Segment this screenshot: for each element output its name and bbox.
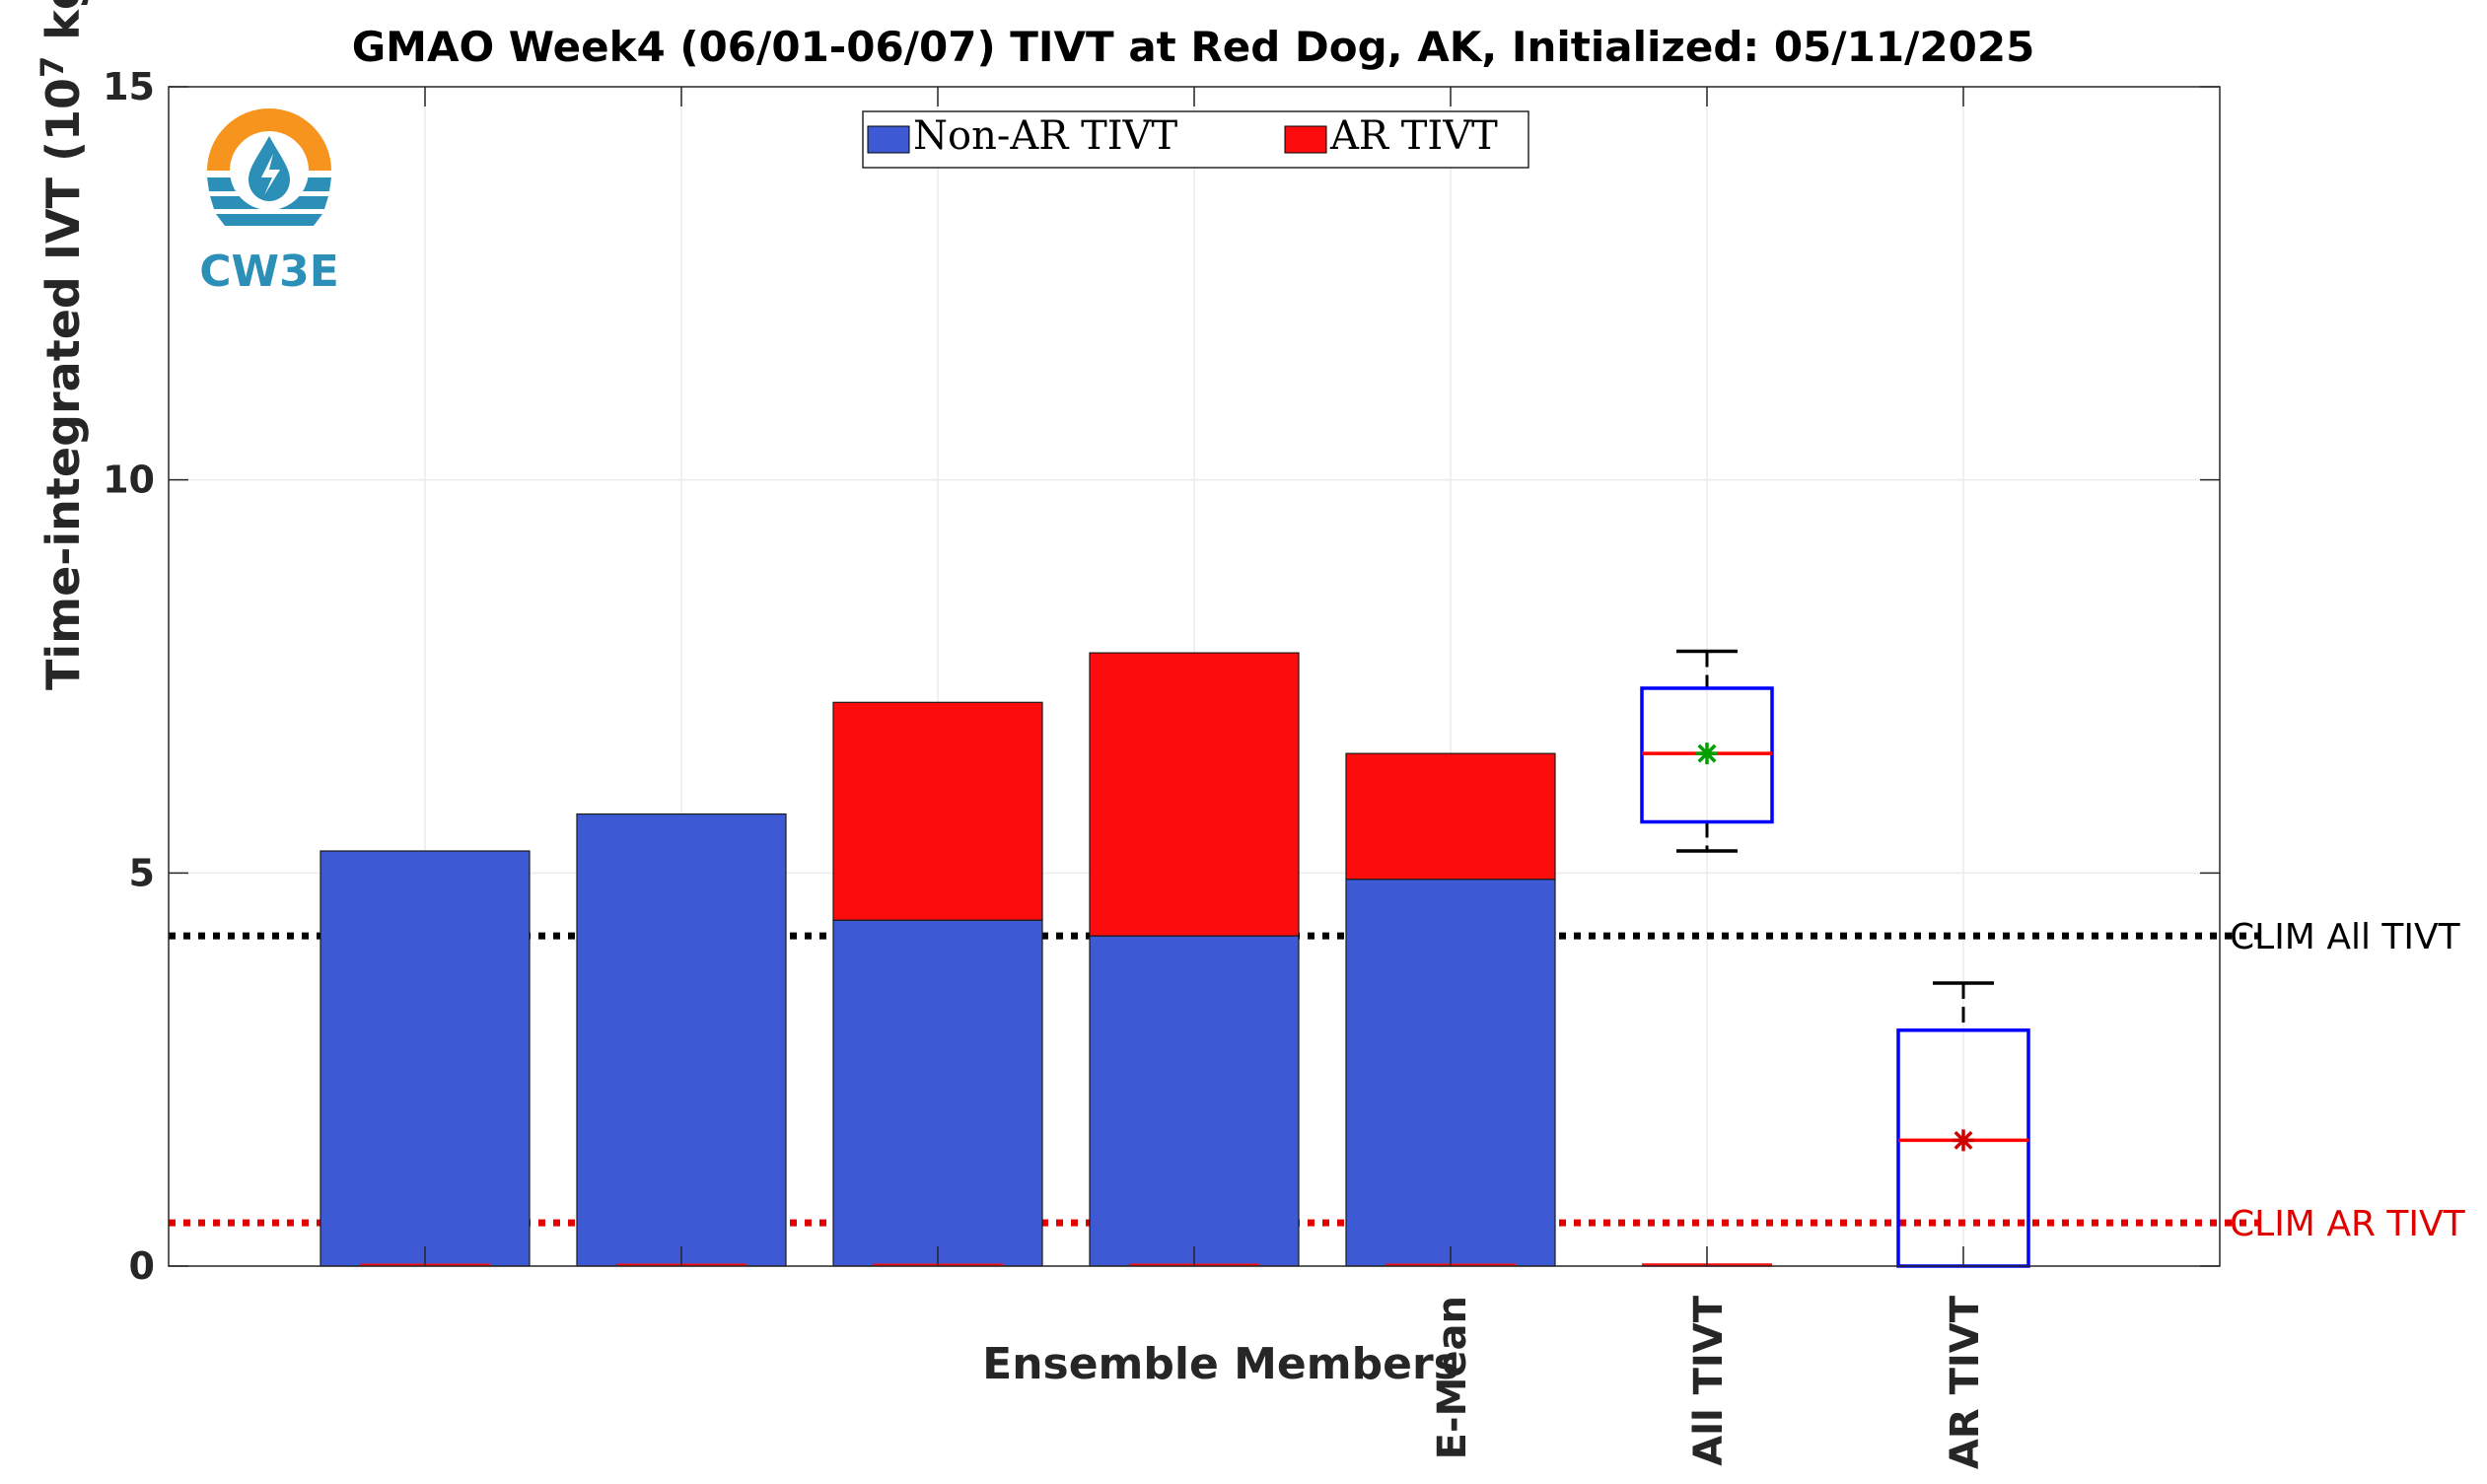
- chart-title: GMAO Week4 (06/01-06/07) TIVT at Red Dog…: [352, 23, 2035, 71]
- y-tick-label: 0: [129, 1244, 155, 1288]
- lightning-icon: [261, 154, 280, 195]
- y-axis-label: Time-integrated IVT (107 kg m-1): [34, 0, 90, 690]
- legend: Non-AR TIVT AR TIVT: [862, 110, 1529, 169]
- axis-ticks: 0 5 10 15 E-Mean All TIVT AR TIVT: [103, 65, 2220, 1469]
- y-axis-exponent: 7: [34, 56, 71, 78]
- bar-ar: [1345, 752, 1556, 881]
- y-axis-unit: (10: [36, 78, 90, 162]
- legend-swatch-non-ar: [867, 125, 910, 154]
- x-category-label: All TIVT: [1686, 1295, 1732, 1465]
- x-category-label: E-Mean: [1430, 1296, 1475, 1459]
- bar-non-ar: [576, 813, 787, 1267]
- logo-wave: [216, 214, 322, 226]
- bar-non-ar: [1089, 935, 1300, 1267]
- bar-ar: [1089, 652, 1300, 937]
- y-axis-label-text: Time-integrated IVT: [36, 177, 90, 690]
- boxplot-mean-marker: [1953, 1129, 1974, 1152]
- boxplot-mean-marker: [1696, 742, 1718, 765]
- bar-non-ar: [320, 850, 531, 1267]
- mean-marker-stroke: [1697, 743, 1717, 763]
- reference-lines: CLIM All TIVT CLIM AR TIVT: [169, 917, 2466, 1244]
- cw3e-logo-icon: [207, 108, 331, 226]
- clim-reference-label: CLIM AR TIVT: [2230, 1204, 2466, 1244]
- legend-swatch-ar: [1284, 125, 1327, 154]
- bars: [320, 652, 1556, 1267]
- y-tick-label: 10: [103, 459, 155, 502]
- x-axis-label: Ensemble Members: [982, 1339, 1459, 1389]
- bar-non-ar: [832, 919, 1043, 1267]
- bar-ar: [832, 701, 1043, 921]
- x-category-label: AR TIVT: [1943, 1295, 1988, 1469]
- cw3e-logo: CW3E: [199, 108, 339, 297]
- y-axis-unit-mid: kg m: [36, 0, 90, 56]
- logo-text: CW3E: [199, 247, 339, 297]
- legend-box: [862, 110, 1529, 169]
- bar-non-ar: [1345, 879, 1556, 1267]
- clim-reference-label: CLIM All TIVT: [2230, 917, 2461, 957]
- legend-label-non-ar: Non-AR TIVT: [913, 113, 1177, 159]
- y-tick-label: 15: [103, 65, 155, 108]
- legend-label-ar: AR TIVT: [1329, 113, 1498, 159]
- mean-marker-stroke: [1954, 1130, 1973, 1150]
- y-tick-label: 5: [129, 851, 155, 894]
